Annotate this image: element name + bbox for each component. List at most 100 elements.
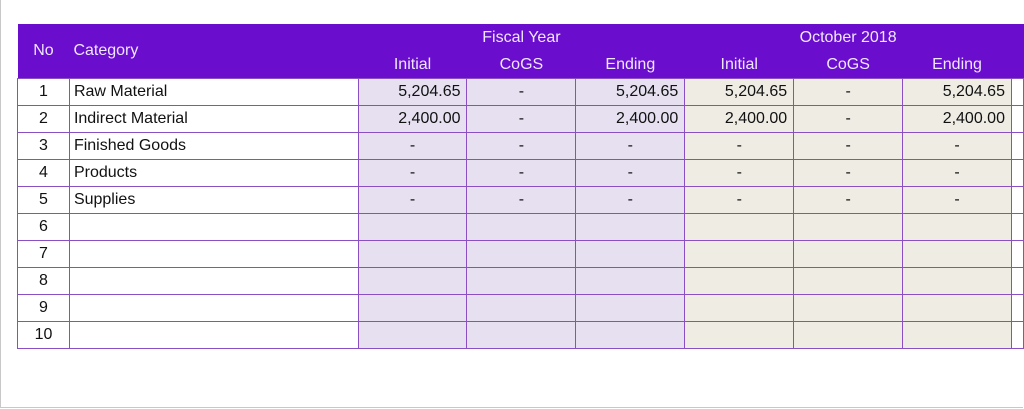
table-row: 4 Products - - - - - -: [17, 159, 1024, 187]
table-row: 8: [17, 267, 1024, 295]
value-cell: [466, 321, 577, 349]
header-extra: [1011, 24, 1024, 79]
value-cell: -: [684, 159, 795, 187]
extra-cell: [1010, 186, 1024, 214]
value-cell: [575, 294, 686, 322]
value-cell: 5,204.65: [902, 78, 1012, 106]
value-cell: -: [793, 132, 904, 160]
extra-cell: [1010, 159, 1024, 187]
row-no: 3: [17, 132, 70, 160]
value-cell: 5,204.65: [575, 78, 686, 106]
value-cell: [466, 213, 577, 241]
value-cell: [684, 267, 795, 295]
value-cell: [793, 213, 904, 241]
value-cell: -: [357, 186, 468, 214]
value-cell: 2,400.00: [902, 105, 1012, 133]
header-group: October 2018: [684, 24, 1012, 51]
value-cell: [357, 213, 468, 241]
value-cell: -: [575, 159, 686, 187]
row-category: [68, 267, 359, 295]
extra-cell: [1010, 105, 1024, 133]
table-header: No Category Fiscal Year October 2018 Initial…: [17, 24, 1024, 79]
header-no: No: [17, 24, 70, 79]
value-cell: [793, 321, 904, 349]
extra-cell: [1010, 240, 1024, 268]
header-column: CoGS: [793, 51, 903, 79]
header-row: Initial CoGS Ending Initial CoGS Ending: [18, 51, 1024, 79]
header-column: Ending: [902, 51, 1012, 79]
table-row: 10: [17, 321, 1024, 349]
value-cell: [357, 267, 468, 295]
extra-cell: [1010, 78, 1024, 106]
value-cell: [575, 240, 686, 268]
value-cell: -: [575, 186, 686, 214]
value-cell: 2,400.00: [684, 105, 795, 133]
row-category: [68, 213, 359, 241]
value-cell: -: [902, 132, 1012, 160]
table-body: 1 Raw Material 5,204.65-5,204.65 5,204.65-5…: [17, 78, 1024, 349]
row-no: 4: [17, 159, 70, 187]
value-cell: 2,400.00: [575, 105, 686, 133]
value-cell: 5,204.65: [684, 78, 795, 106]
value-cell: -: [466, 186, 577, 214]
row-no: 5: [17, 186, 70, 214]
row-no: 7: [17, 240, 70, 268]
header-column: Initial: [358, 51, 467, 79]
value-cell: -: [357, 132, 468, 160]
value-cell: [575, 213, 686, 241]
row-category: [68, 321, 359, 349]
value-cell: 2,400.00: [357, 105, 468, 133]
header-column: Ending: [575, 51, 685, 79]
value-cell: [684, 240, 795, 268]
extra-cell: [1010, 267, 1024, 295]
table-row: 5 Supplies - - - - - -: [17, 186, 1024, 214]
table-row: 9: [17, 294, 1024, 322]
table-row: 2 Indirect Material 2,400.00-2,400.00 2,400…: [17, 105, 1024, 133]
value-cell: [902, 321, 1012, 349]
row-no: 2: [17, 105, 70, 133]
value-cell: [466, 267, 577, 295]
row-no: 6: [17, 213, 70, 241]
value-cell: -: [684, 186, 795, 214]
value-cell: -: [902, 159, 1012, 187]
table-row: 6: [17, 213, 1024, 241]
value-cell: -: [466, 159, 577, 187]
value-cell: [684, 213, 795, 241]
row-no: 9: [17, 294, 70, 322]
header-column: CoGS: [466, 51, 576, 79]
table-row: 7: [17, 240, 1024, 268]
value-cell: -: [466, 132, 577, 160]
value-cell: [793, 240, 904, 268]
value-cell: [357, 321, 468, 349]
value-cell: [357, 294, 468, 322]
row-no: 10: [17, 321, 70, 349]
value-cell: -: [357, 159, 468, 187]
row-category: Finished Goods: [68, 132, 359, 160]
row-category: [68, 294, 359, 322]
extra-cell: [1010, 294, 1024, 322]
table-row: 1 Raw Material 5,204.65-5,204.65 5,204.65-5…: [17, 78, 1024, 106]
header-column: Initial: [684, 51, 794, 79]
header-group: Fiscal Year: [358, 24, 685, 51]
value-cell: [684, 294, 795, 322]
value-cell: [793, 267, 904, 295]
table-row: 3 Finished Goods - - - - - -: [17, 132, 1024, 160]
value-cell: [902, 213, 1012, 241]
value-cell: [466, 294, 577, 322]
value-cell: -: [575, 132, 686, 160]
value-cell: [902, 294, 1012, 322]
row-category: [68, 240, 359, 268]
value-cell: [575, 267, 686, 295]
value-cell: -: [793, 159, 904, 187]
value-cell: [575, 321, 686, 349]
extra-cell: [1010, 321, 1024, 349]
value-cell: [466, 240, 577, 268]
extra-cell: [1010, 132, 1024, 160]
value-cell: [793, 294, 904, 322]
row-category: Indirect Material: [68, 105, 359, 133]
row-category: Supplies: [68, 186, 359, 214]
header-category: Category: [69, 24, 359, 79]
value-cell: -: [793, 78, 904, 106]
